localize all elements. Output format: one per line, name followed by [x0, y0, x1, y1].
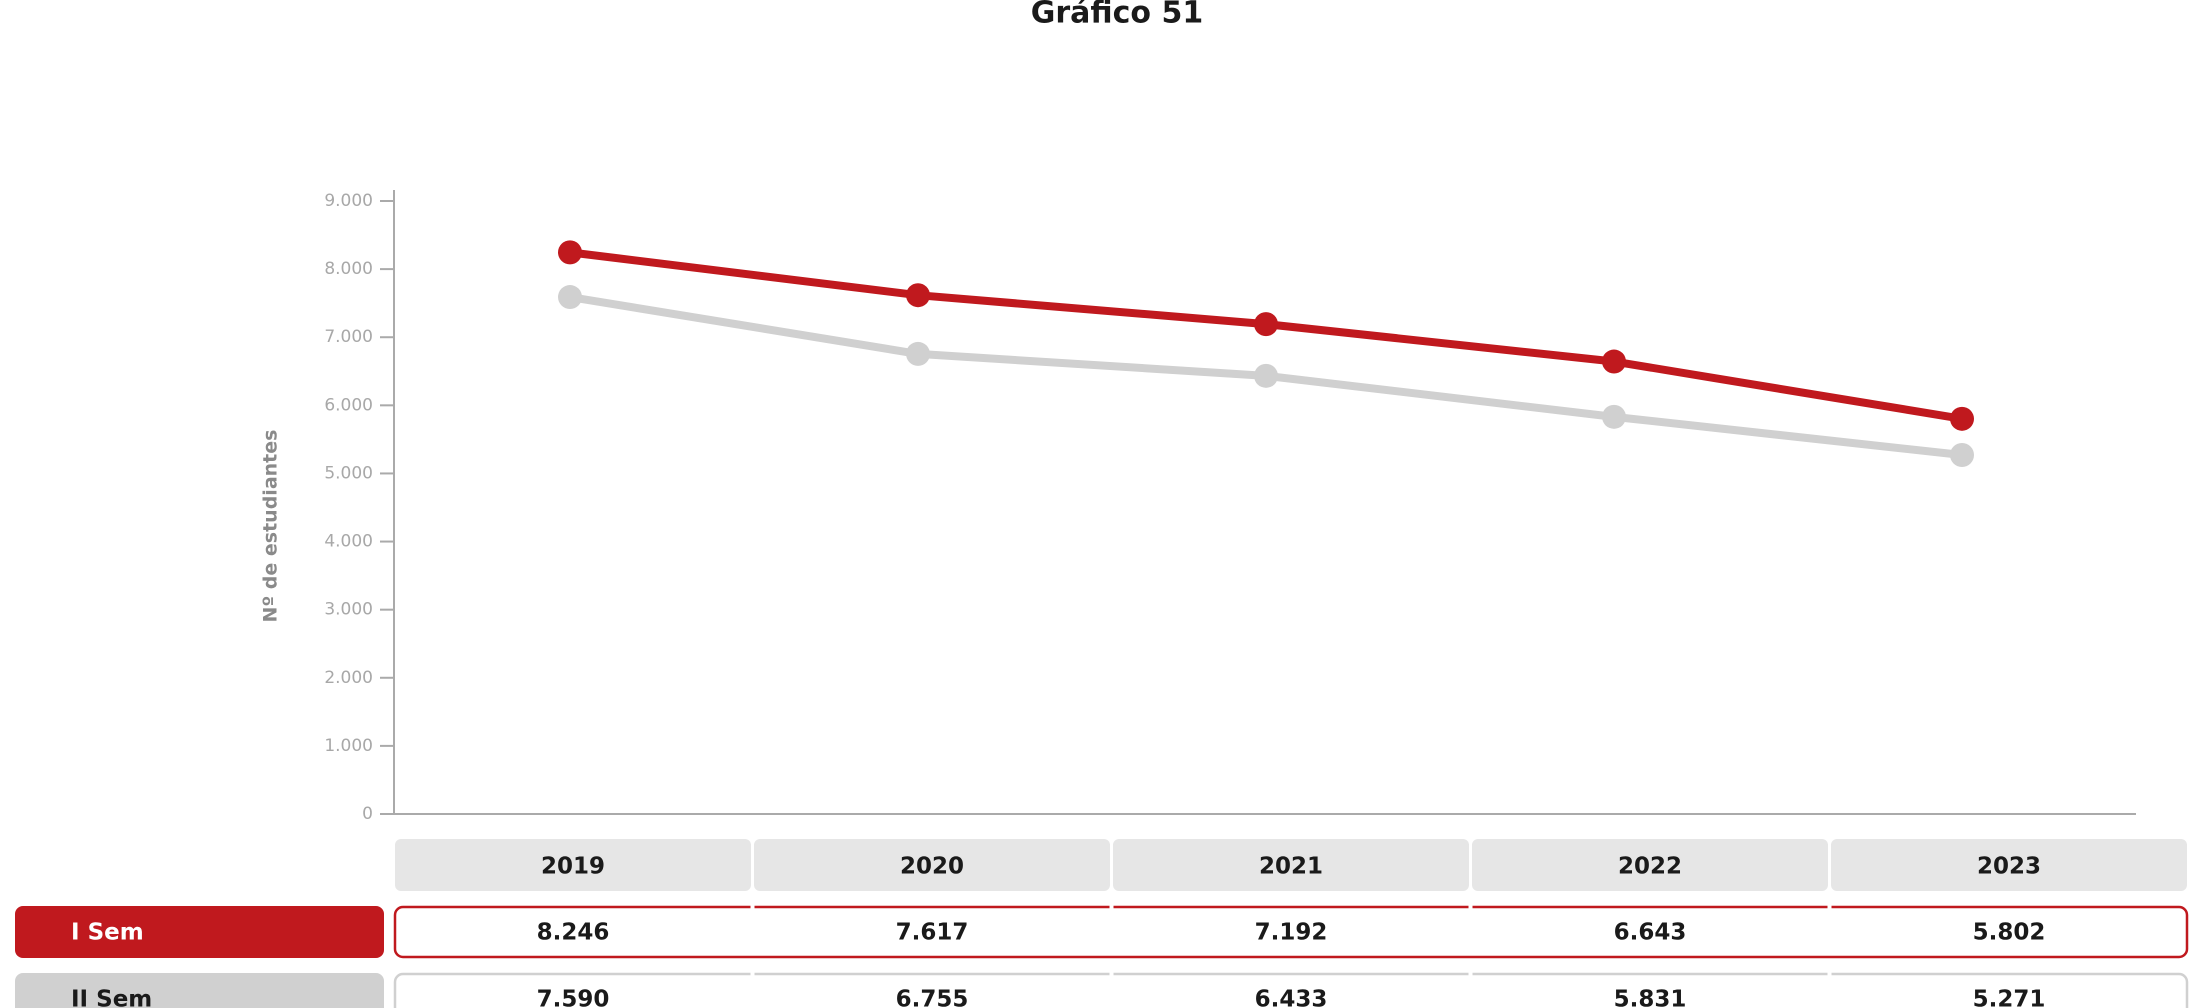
value-label: 6.643	[1614, 920, 1687, 946]
point	[906, 283, 930, 308]
value-label: 5.802	[1973, 920, 2046, 946]
value-label: 8.246	[537, 920, 610, 946]
y-axis-label: Nº de estudiantes	[260, 430, 282, 623]
point	[1602, 404, 1626, 429]
y-tick-label: 5.000	[324, 463, 373, 483]
y-tick-label: 0	[362, 804, 373, 824]
point	[1602, 349, 1626, 374]
point	[558, 240, 582, 265]
value-label: 5.271	[1973, 987, 2046, 1008]
header-cell	[1831, 839, 2187, 891]
value-label: 7.192	[1255, 920, 1328, 946]
row-border	[393, 905, 2189, 959]
legend-box	[15, 906, 384, 958]
point	[1950, 442, 1974, 467]
x-tick-label: 2023	[1977, 854, 2041, 880]
y-tick-label: 3.000	[324, 600, 373, 620]
x-tick-label: 2019	[541, 854, 605, 880]
point	[1254, 363, 1278, 388]
value-label: 7.590	[537, 987, 610, 1008]
header-cell	[395, 839, 751, 891]
point	[906, 341, 930, 366]
y-tick-label: 6.000	[324, 395, 373, 415]
point	[1950, 406, 1974, 431]
header-cell	[754, 839, 1110, 891]
y-tick-label: 9.000	[324, 191, 373, 211]
x-tick-label: 2021	[1259, 854, 1323, 880]
y-tick-label: 1.000	[324, 736, 373, 756]
value-label: 7.617	[896, 920, 969, 946]
y-tick-label: 2.000	[324, 668, 373, 688]
y-tick-label: 8.000	[324, 259, 373, 279]
legend-box	[15, 973, 384, 1008]
chart-title: Gráfico 51	[1031, 0, 1204, 31]
value-label: 5.831	[1614, 987, 1687, 1008]
legend-label: I Sem	[71, 920, 144, 946]
y-tick-label: 7.000	[324, 327, 373, 347]
x-tick-label: 2022	[1618, 854, 1682, 880]
y-tick-label: 4.000	[324, 532, 373, 552]
point	[558, 285, 582, 310]
x-tick-label: 2020	[900, 854, 964, 880]
header-cell	[1472, 839, 1828, 891]
row-border	[393, 972, 2189, 1008]
legend-label: II Sem	[71, 987, 152, 1008]
point	[1254, 312, 1278, 337]
header-cell	[1113, 839, 1469, 891]
value-label: 6.755	[896, 987, 969, 1008]
value-label: 6.433	[1255, 987, 1328, 1008]
